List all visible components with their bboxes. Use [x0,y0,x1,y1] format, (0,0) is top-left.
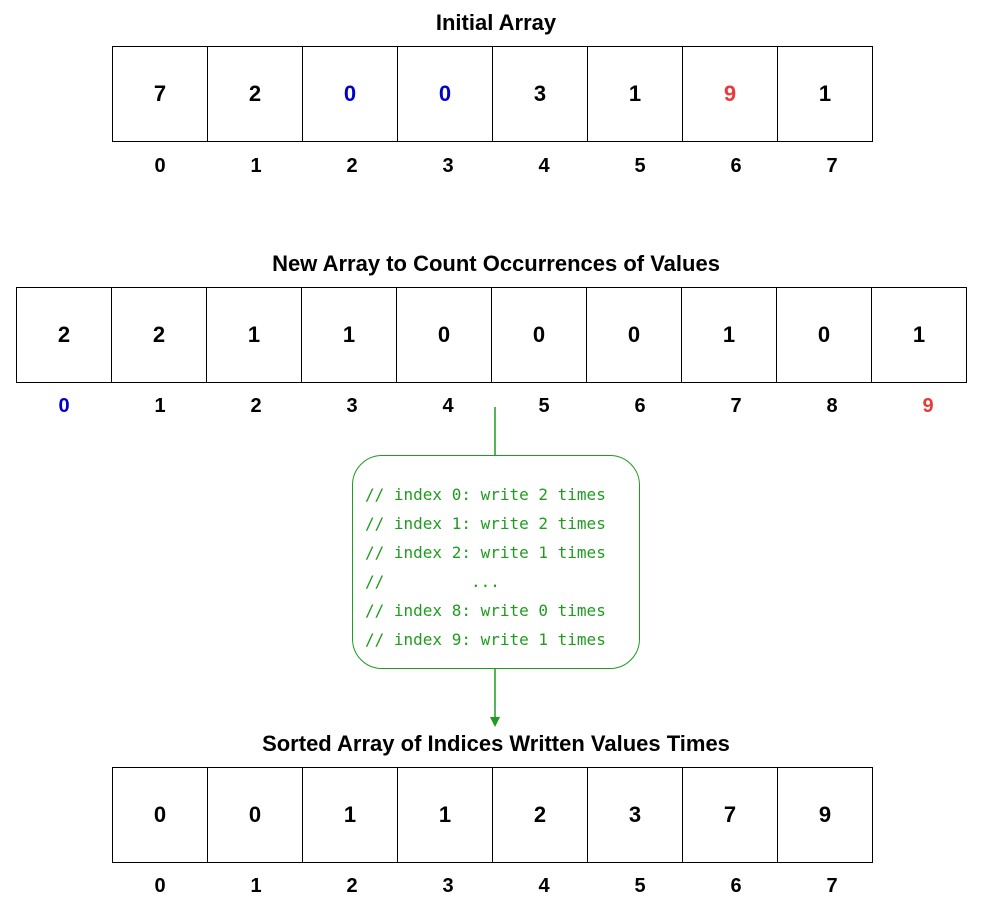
array-cell: 9 [777,767,873,863]
note-line: // index 2: write 1 times [365,543,606,562]
array-cell: 2 [492,767,588,863]
index-label: 1 [250,875,262,897]
index-label: 4 [442,395,454,417]
array-cell: 0 [207,767,303,863]
array-cell: 7 [682,767,778,863]
index-label: 6 [730,155,742,177]
array-cell: 1 [397,767,493,863]
index-label: 5 [634,155,646,177]
count-array-title: New Array to Count Occurrences of Values [272,251,720,276]
index-label: 7 [826,875,838,897]
index-label: 1 [250,155,262,177]
index-label: 9 [922,395,934,417]
index-label: 0 [154,155,166,177]
sorted-array: 0 0 1 1 2 3 7 9 [112,767,873,863]
note-line: // index 0: write 2 times [365,485,606,504]
index-label: 0 [58,395,70,417]
array-cell: 0 [112,767,208,863]
index-label: 5 [634,875,646,897]
index-label: 5 [538,395,550,417]
index-label: 2 [250,395,262,417]
count-array: 2 2 1 1 0 0 0 1 0 1 [16,287,967,383]
index-label: 3 [442,155,454,177]
index-label: 3 [346,395,358,417]
sorted-array-title: Sorted Array of Indices Written Values T… [262,731,730,756]
index-label: 4 [538,875,550,897]
array-cell: 3 [587,767,683,863]
index-label: 6 [730,875,742,897]
array-cell: 1 [302,767,398,863]
note-line: // index 8: write 0 times [365,601,606,620]
initial-array-title: Initial Array [435,10,557,35]
index-label: 6 [634,395,646,417]
index-label: 4 [538,155,550,177]
array-cell: 1 [777,46,873,142]
index-label: 3 [442,875,454,897]
initial-array-indices: 0 1 2 3 4 5 6 7 [112,154,880,178]
count-array-indices: 0 1 2 3 4 5 6 7 8 9 [16,394,976,418]
sorted-array-indices: 0 1 2 3 4 5 6 7 [112,874,880,898]
note-line: // index 1: write 2 times [365,514,606,533]
index-label: 0 [154,875,166,897]
array-cell: 1 [871,287,967,383]
index-label: 8 [826,395,838,417]
index-label: 1 [154,395,166,417]
note-line: // ... [365,572,500,591]
index-label: 2 [346,875,358,897]
initial-array: 7 2 0 0 3 1 9 1 [112,46,873,142]
index-label: 7 [826,155,838,177]
note-line: // index 9: write 1 times [365,630,606,649]
index-label: 2 [346,155,358,177]
index-label: 7 [730,395,742,417]
counting-note: // index 0: write 2 times // index 1: wr… [352,455,640,669]
